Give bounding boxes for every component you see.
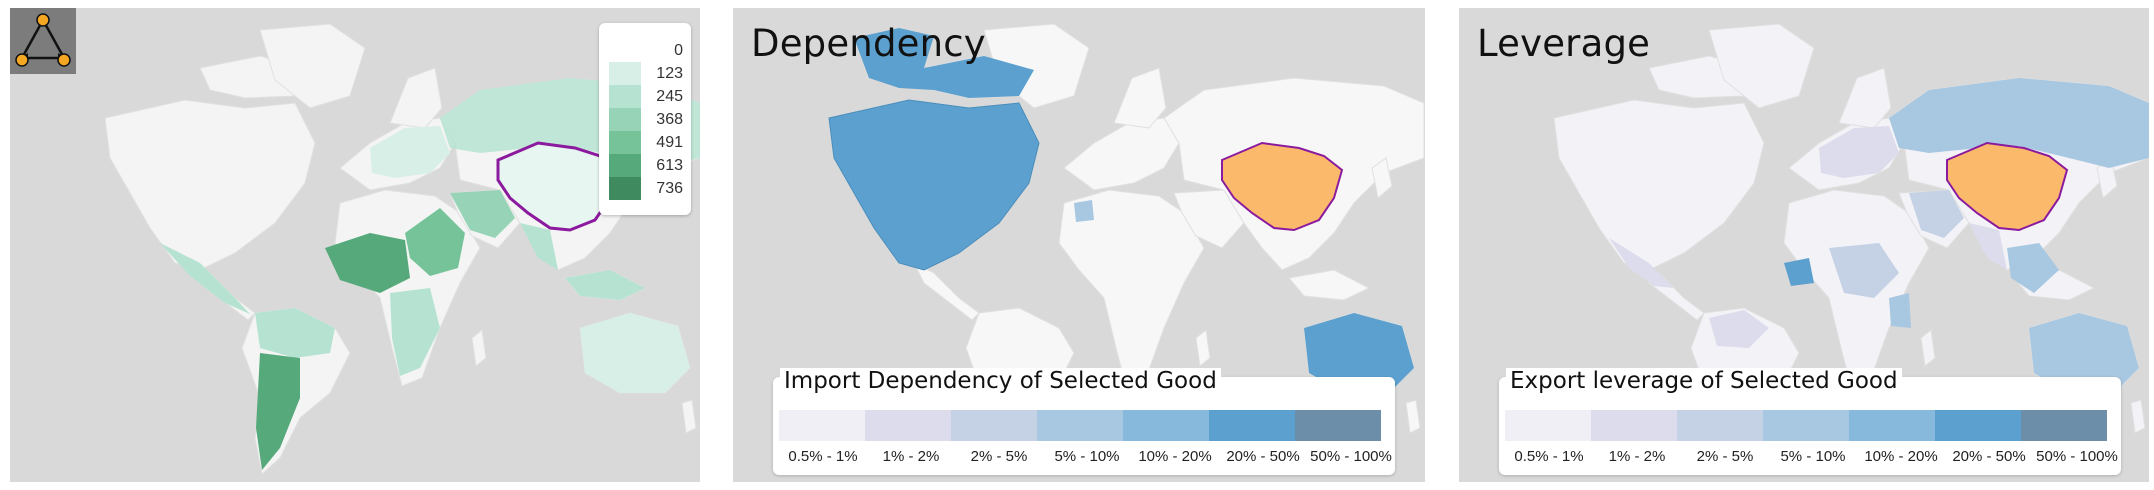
region-australia xyxy=(2029,313,2139,393)
legend-labels: 0.5% - 1% 1% - 2% 2% - 5% 5% - 10% 10% -… xyxy=(1505,448,2121,465)
count-legend-row: 368 xyxy=(609,108,685,131)
panel-title: Leverage xyxy=(1477,22,1651,65)
legend-label: 50% - 100% xyxy=(1310,448,1392,465)
legend-swatch xyxy=(1037,410,1123,441)
legend-title: Import Dependency of Selected Good xyxy=(780,368,1221,394)
region-mexico xyxy=(1609,238,1674,288)
count-legend-swatch xyxy=(609,154,641,177)
panel-title: Dependency xyxy=(751,22,986,65)
region-east-africa xyxy=(405,208,465,276)
count-legend-row: 245 xyxy=(609,85,685,108)
legend-label: 0.5% - 1% xyxy=(1514,448,1584,465)
legend-swatch xyxy=(1677,410,1763,441)
count-legend: 0 123 245 368 491 613 736 xyxy=(599,23,691,215)
legend-swatch xyxy=(2021,410,2107,441)
count-legend-label: 368 xyxy=(656,111,683,128)
dependency-map[interactable] xyxy=(733,8,1425,482)
count-legend-label: 0 xyxy=(674,42,683,59)
region-india xyxy=(520,223,558,270)
legend-label: 50% - 100% xyxy=(2036,448,2118,465)
leverage-map[interactable] xyxy=(1459,8,2149,482)
legend-swatch xyxy=(951,410,1037,441)
count-legend-label: 123 xyxy=(656,65,683,82)
count-legend-label: 245 xyxy=(656,88,683,105)
legend-swatch xyxy=(1763,410,1849,441)
legend-label: 10% - 20% xyxy=(1138,448,1212,465)
legend-label: 10% - 20% xyxy=(1864,448,1938,465)
legend-label: 5% - 10% xyxy=(1054,448,1120,465)
region-europe-highlight xyxy=(1074,200,1094,222)
region-central-america xyxy=(160,243,250,314)
country-count-map-panel: 0 123 245 368 491 613 736 xyxy=(10,8,700,482)
legend-title: Export leverage of Selected Good xyxy=(1506,368,1902,394)
count-legend-row: 613 xyxy=(609,154,685,177)
region-west-africa xyxy=(325,233,410,293)
count-legend-row: 491 xyxy=(609,131,685,154)
count-legend-swatch xyxy=(609,85,641,108)
region-australia xyxy=(580,313,690,393)
count-legend-label: 613 xyxy=(656,157,683,174)
region-north-america xyxy=(828,99,1040,271)
region-australia xyxy=(1304,313,1414,393)
legend-labels: 0.5% - 1% 1% - 2% 2% - 5% 5% - 10% 10% -… xyxy=(779,448,1395,465)
region-south-america-south xyxy=(256,353,300,470)
region-russia xyxy=(1889,78,2149,168)
count-legend-label: 736 xyxy=(656,180,683,197)
legend-swatch xyxy=(1295,410,1381,441)
count-legend-swatch xyxy=(609,62,641,85)
leverage-legend: Export leverage of Selected Good 0.5% - … xyxy=(1499,368,2121,475)
region-middle-east xyxy=(450,190,515,238)
legend-label: 1% - 2% xyxy=(882,448,940,465)
legend-swatch xyxy=(1505,410,1591,441)
legend-color-strip xyxy=(1505,410,2107,441)
region-europe xyxy=(370,126,450,178)
legend-swatch xyxy=(1849,410,1935,441)
region-se-asia xyxy=(2007,243,2059,293)
legend-color-strip xyxy=(779,410,1381,441)
legend-label: 0.5% - 1% xyxy=(788,448,858,465)
count-legend-row: 736 xyxy=(609,177,685,200)
legend-swatch xyxy=(1591,410,1677,441)
legend-label: 1% - 2% xyxy=(1608,448,1666,465)
region-west-africa xyxy=(1784,258,1814,286)
region-south-america-north xyxy=(255,308,335,358)
leverage-map-panel: Leverage Export leverage of Selected Goo… xyxy=(1459,8,2149,482)
count-legend-row: 123 xyxy=(609,62,685,85)
count-legend-swatch xyxy=(609,177,641,200)
legend-swatch xyxy=(1935,410,2021,441)
count-legend-swatch xyxy=(609,131,641,154)
network-logo xyxy=(10,8,76,74)
region-south-africa xyxy=(390,288,440,376)
region-middle-east xyxy=(1909,190,1964,238)
dependency-legend: Import Dependency of Selected Good 0.5% … xyxy=(773,368,1395,475)
legend-label: 2% - 5% xyxy=(1696,448,1754,465)
region-se-asia-islands xyxy=(565,270,645,300)
legend-swatch xyxy=(779,410,865,441)
legend-label: 2% - 5% xyxy=(970,448,1028,465)
count-legend-swatch xyxy=(609,108,641,131)
legend-label: 20% - 50% xyxy=(1952,448,2026,465)
network-triangle-icon xyxy=(15,13,71,67)
count-legend-swatch xyxy=(609,39,641,62)
region-canada-arctic xyxy=(854,28,1034,98)
legend-label: 5% - 10% xyxy=(1780,448,1846,465)
count-legend-row: 0 xyxy=(609,39,685,62)
legend-swatch xyxy=(1123,410,1209,441)
region-south-america xyxy=(1709,310,1769,348)
count-legend-label: 491 xyxy=(656,134,683,151)
dependency-map-panel: Dependency Import Dependency of Selected… xyxy=(733,8,1425,482)
region-east-africa xyxy=(1889,293,1911,328)
legend-swatch xyxy=(1209,410,1295,441)
region-africa-misc xyxy=(1829,243,1899,298)
region-india xyxy=(1969,223,2007,270)
legend-swatch xyxy=(865,410,951,441)
region-europe xyxy=(1819,126,1899,178)
country-count-map[interactable] xyxy=(10,8,700,482)
legend-label: 20% - 50% xyxy=(1226,448,1300,465)
